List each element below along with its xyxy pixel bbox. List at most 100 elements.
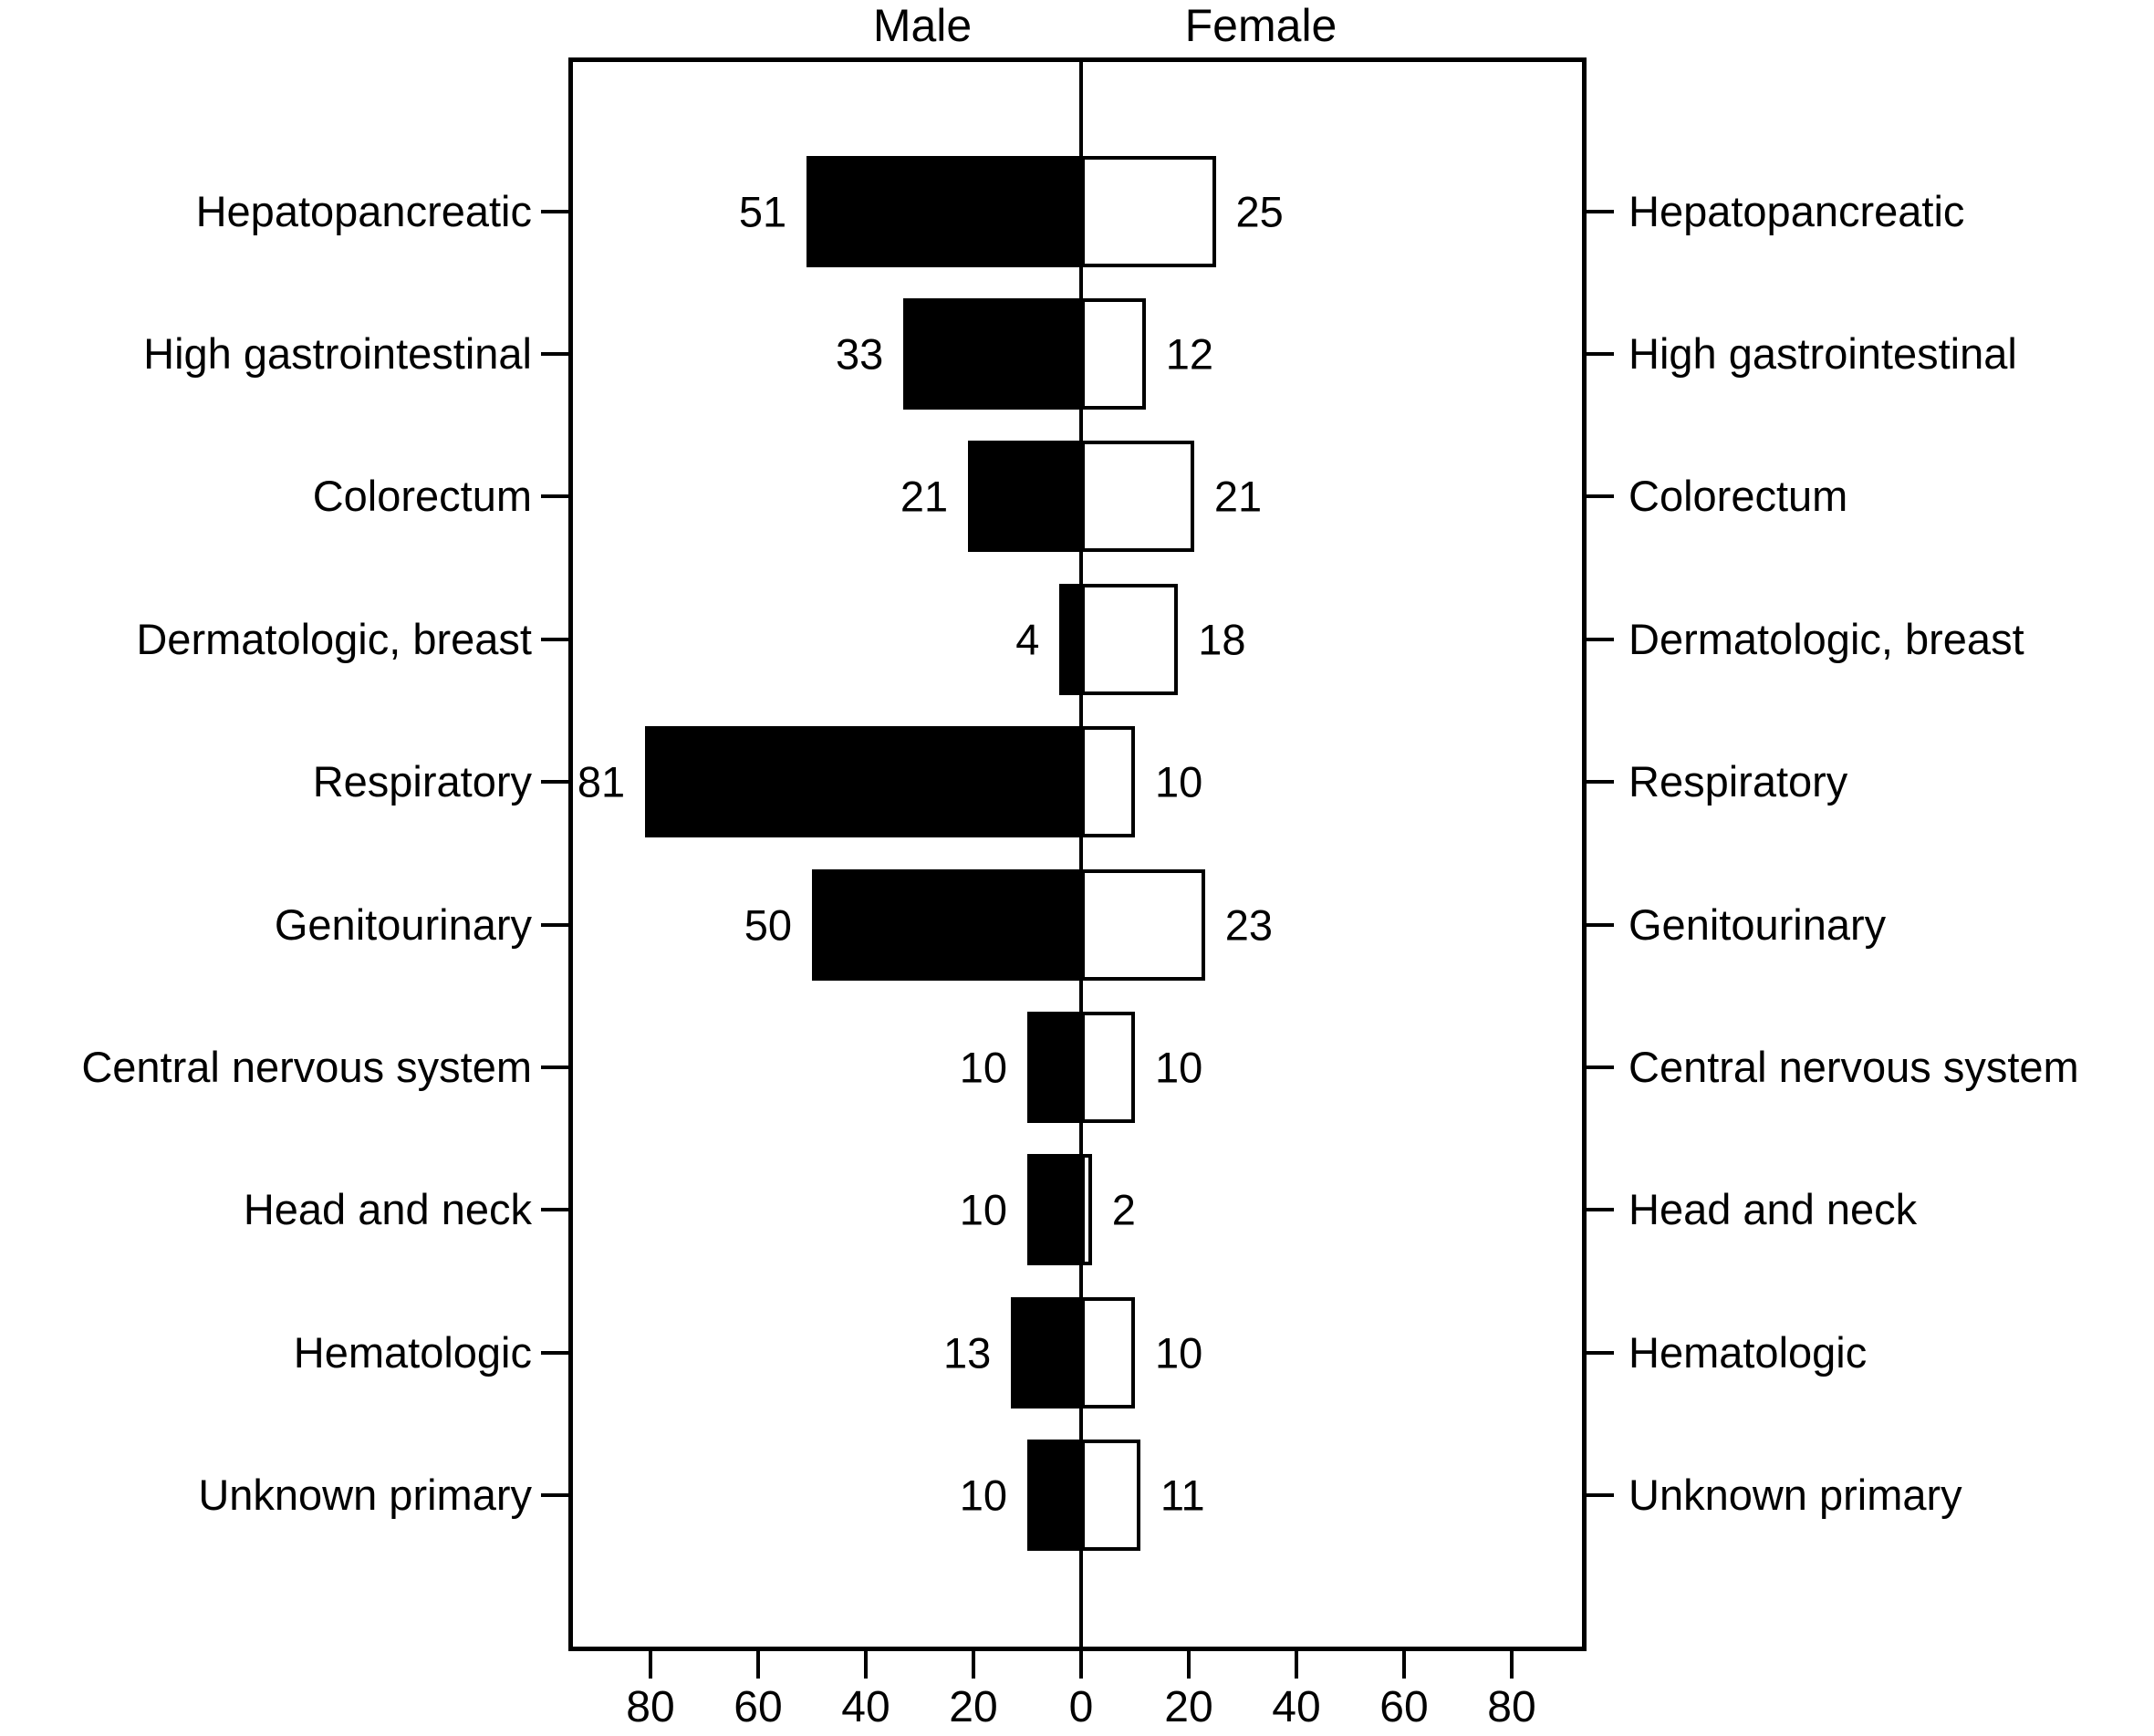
male-bar (1011, 1296, 1081, 1409)
male-value-label: 21 (900, 472, 949, 521)
female-bar (1081, 155, 1216, 267)
x-axis-tick-label: 60 (1379, 1683, 1429, 1731)
x-axis-tick (649, 1651, 652, 1679)
female-bar (1081, 1440, 1140, 1552)
category-tick-right (1587, 351, 1614, 356)
category-label-left: Unknown primary (198, 1471, 532, 1520)
female-value-label: 21 (1213, 472, 1263, 521)
female-value-label: 25 (1235, 187, 1284, 235)
female-bar (1081, 726, 1135, 838)
category-label-right: Respiratory (1629, 757, 1848, 806)
female-bar (1081, 441, 1194, 553)
female-bar (1081, 297, 1146, 410)
category-tick-right (1587, 780, 1614, 785)
category-label-left: Genitourinary (274, 899, 532, 949)
x-axis-tick (756, 1651, 760, 1679)
x-axis-tick (1295, 1651, 1298, 1679)
female-value-label: 12 (1165, 329, 1214, 379)
x-axis-tick-label: 0 (1068, 1683, 1094, 1731)
x-axis-tick (1510, 1651, 1514, 1679)
male-value-label: 4 (1015, 615, 1040, 664)
category-label-right: Dermatologic, breast (1629, 614, 2024, 663)
male-value-label: 51 (738, 187, 787, 235)
category-tick-left (541, 1350, 568, 1355)
category-tick-left (541, 209, 568, 213)
x-axis-tick (972, 1651, 975, 1679)
category-label-right: Unknown primary (1629, 1471, 1962, 1520)
x-axis-tick-label: 60 (734, 1683, 783, 1731)
x-axis-tick-label: 80 (626, 1683, 675, 1731)
x-axis-tick (1187, 1651, 1191, 1679)
category-tick-right (1587, 209, 1614, 213)
category-tick-left (541, 637, 568, 641)
x-axis-tick-label: 20 (949, 1683, 998, 1731)
male-bar (645, 726, 1081, 838)
female-series-title: Female (1184, 0, 1337, 51)
category-label-left: Hepatopancreatic (195, 186, 532, 235)
category-tick-left (541, 351, 568, 356)
category-label-left: Dermatologic, breast (136, 614, 532, 663)
male-bar (806, 155, 1081, 267)
female-value-label: 10 (1155, 757, 1203, 806)
female-bar (1081, 583, 1179, 695)
x-axis-tick (864, 1651, 868, 1679)
male-bar (1027, 1440, 1081, 1552)
male-value-label: 10 (959, 1185, 1007, 1234)
category-label-left: Respiratory (312, 757, 532, 806)
category-label-left: Head and neck (243, 1185, 532, 1234)
x-axis-tick-label: 80 (1487, 1683, 1536, 1731)
female-bar (1081, 1011, 1135, 1123)
female-value-label: 23 (1224, 900, 1273, 949)
male-series-title: Male (872, 0, 973, 51)
category-label-right: Hepatopancreatic (1629, 186, 1965, 235)
category-label-left: Hematologic (293, 1327, 532, 1377)
female-bar (1081, 868, 1205, 981)
category-tick-right (1587, 637, 1614, 641)
category-label-left: High gastrointestinal (143, 329, 532, 379)
category-tick-left (541, 1493, 568, 1498)
male-bar (1027, 1011, 1081, 1123)
female-bar (1081, 1296, 1135, 1409)
male-value-label: 10 (959, 1471, 1007, 1520)
male-bar (903, 297, 1081, 410)
category-tick-left (541, 1065, 568, 1069)
male-value-label: 81 (577, 757, 626, 806)
category-label-right: Head and neck (1629, 1185, 1918, 1234)
x-axis-tick-label: 40 (1272, 1683, 1321, 1731)
category-label-left: Colorectum (312, 472, 532, 521)
male-value-label: 50 (744, 900, 792, 949)
x-axis-tick-label: 40 (841, 1683, 890, 1731)
male-bar (968, 441, 1081, 553)
female-value-label: 18 (1198, 615, 1246, 664)
male-bar (1027, 1154, 1081, 1266)
x-axis-tick-label: 20 (1164, 1683, 1213, 1731)
female-value-label: 10 (1155, 1328, 1203, 1377)
plot-area (568, 57, 1587, 1651)
category-label-right: Hematologic (1629, 1327, 1868, 1377)
male-value-label: 13 (943, 1328, 992, 1377)
male-bar (1059, 583, 1081, 695)
category-tick-left (541, 1208, 568, 1212)
category-label-right: Colorectum (1629, 472, 1848, 521)
category-label-right: Central nervous system (1629, 1043, 2079, 1092)
category-tick-right (1587, 1350, 1614, 1355)
category-tick-left (541, 780, 568, 785)
female-value-label: 2 (1111, 1185, 1136, 1234)
female-value-label: 11 (1160, 1471, 1205, 1520)
category-tick-left (541, 494, 568, 499)
category-tick-right (1587, 1208, 1614, 1212)
x-axis-tick (1079, 1651, 1083, 1679)
zero-axis-line (1079, 57, 1083, 1651)
category-label-right: High gastrointestinal (1629, 329, 2017, 379)
male-bar (812, 868, 1081, 981)
male-value-label: 33 (836, 329, 884, 379)
category-tick-right (1587, 922, 1614, 927)
category-label-right: Genitourinary (1629, 899, 1887, 949)
category-tick-left (541, 922, 568, 927)
category-tick-right (1587, 1065, 1614, 1069)
category-tick-right (1587, 494, 1614, 499)
category-label-left: Central nervous system (81, 1043, 532, 1092)
female-bar (1081, 1154, 1092, 1266)
x-axis-tick (1402, 1651, 1406, 1679)
